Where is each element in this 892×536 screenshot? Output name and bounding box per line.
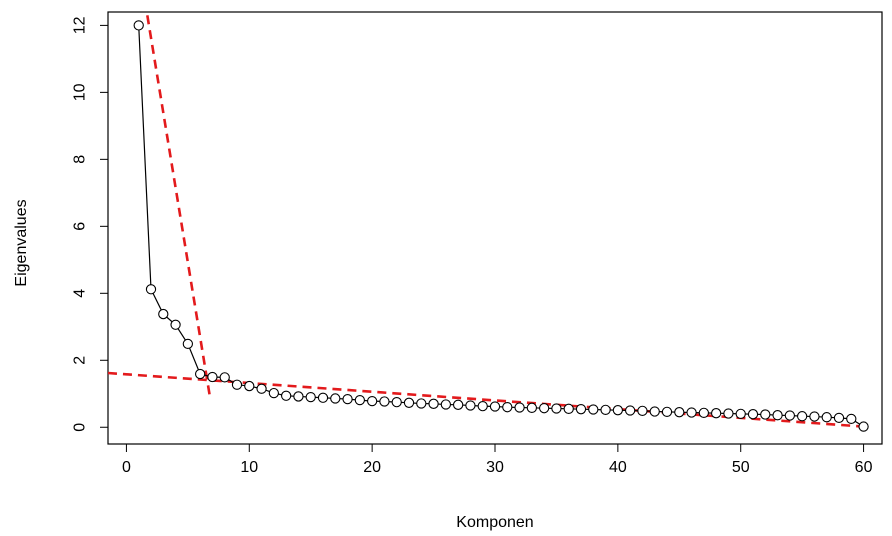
data-point	[747, 409, 759, 420]
data-point	[145, 284, 157, 295]
data-point	[809, 411, 820, 422]
y-tick-label: 12	[72, 16, 89, 34]
data-point	[182, 338, 194, 350]
reference-lines	[107, 15, 864, 428]
data-point	[465, 400, 476, 411]
y-axis-title: Eigenvalues	[13, 199, 30, 286]
data-point	[514, 402, 525, 413]
y-axis: 0 2 4 6 8 10 12	[72, 16, 108, 432]
x-tick-label: 60	[855, 459, 873, 476]
y-tick-label: 6	[72, 222, 89, 231]
data-point	[674, 407, 685, 418]
series-line	[138, 25, 864, 428]
data-point	[833, 412, 845, 424]
data-point	[305, 391, 316, 403]
data-point	[317, 392, 329, 403]
x-tick-label: 40	[609, 459, 627, 476]
data-point	[649, 406, 660, 417]
data-point	[342, 393, 353, 405]
y-tick-label: 10	[72, 83, 89, 101]
data-point	[256, 383, 267, 394]
data-point	[563, 403, 574, 414]
x-tick-label: 30	[486, 459, 504, 476]
data-point	[219, 372, 230, 383]
data-point	[416, 398, 427, 409]
data-point	[268, 387, 280, 399]
x-axis: 0 10 20 30 40 50 60	[122, 444, 873, 476]
data-point	[588, 404, 599, 415]
data-point	[231, 379, 243, 390]
data-point	[244, 380, 255, 392]
y-tick-label: 0	[72, 423, 89, 432]
reference-line	[146, 15, 212, 398]
data-point	[428, 398, 439, 409]
data-point	[354, 394, 366, 406]
data-point	[403, 397, 415, 408]
data-point	[661, 406, 673, 418]
data-point	[637, 405, 648, 416]
data-point	[735, 408, 746, 420]
data-point	[170, 319, 181, 330]
data-point	[293, 391, 304, 402]
data-point	[600, 404, 611, 415]
y-tick-label: 2	[72, 356, 89, 365]
x-axis-title: Komponen	[456, 514, 533, 531]
data-point	[846, 413, 857, 425]
data-point	[330, 393, 341, 404]
x-tick-label: 0	[122, 459, 131, 476]
data-point	[772, 410, 783, 421]
data-point	[624, 405, 636, 416]
data-point	[207, 371, 218, 383]
data-point	[698, 407, 710, 419]
y-tick-label: 8	[72, 155, 89, 164]
data-point	[280, 390, 292, 401]
data-point	[440, 399, 452, 410]
data-point	[538, 403, 550, 414]
data-point	[760, 409, 771, 420]
data-point	[194, 368, 206, 380]
data-point	[612, 405, 624, 416]
data-point	[784, 410, 796, 421]
data-point	[489, 401, 501, 412]
data-point	[133, 20, 144, 31]
data-point	[452, 399, 464, 410]
x-tick-label: 50	[732, 459, 750, 476]
data-point	[477, 401, 488, 412]
data-point	[575, 404, 587, 415]
data-point	[366, 395, 378, 407]
data-point	[821, 412, 832, 423]
data-point	[796, 411, 808, 422]
x-tick-label: 10	[240, 459, 258, 476]
data-point	[686, 407, 697, 418]
data-point	[391, 396, 402, 408]
y-tick-label: 4	[72, 289, 89, 298]
data-point	[379, 396, 390, 407]
data-point	[502, 402, 513, 413]
data-point	[551, 403, 562, 414]
data-point	[858, 421, 869, 432]
x-tick-label: 20	[363, 459, 381, 476]
data-point	[526, 402, 538, 413]
data-point	[710, 408, 722, 419]
data-point	[723, 408, 734, 419]
data-point	[158, 308, 169, 320]
data-series	[133, 20, 869, 432]
